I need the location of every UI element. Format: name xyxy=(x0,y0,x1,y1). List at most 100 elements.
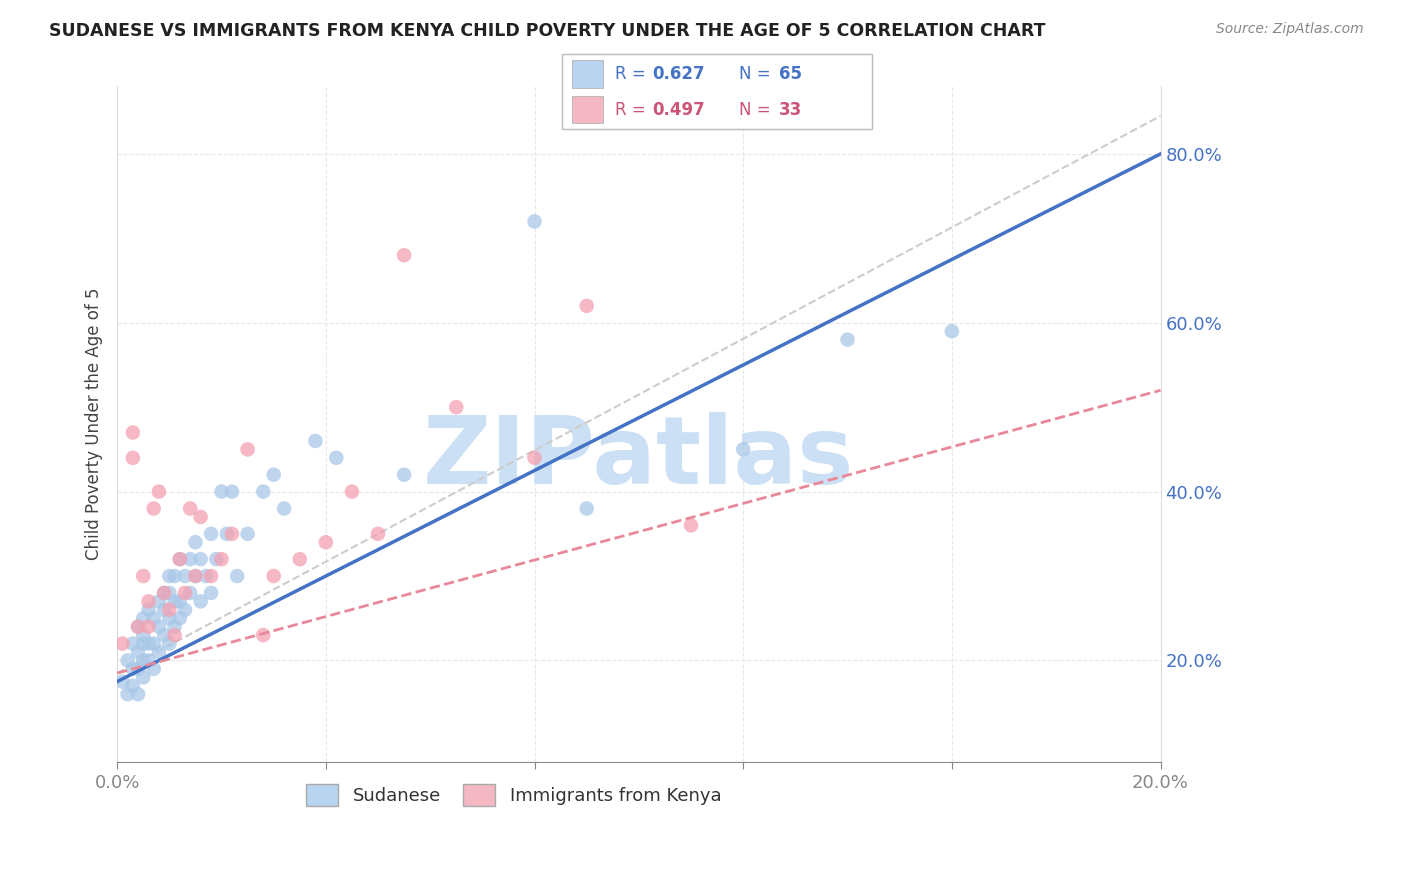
Point xyxy=(157,636,180,650)
Text: 0.627: 0.627 xyxy=(652,65,704,83)
Point xyxy=(132,636,155,650)
Point xyxy=(153,586,176,600)
FancyBboxPatch shape xyxy=(562,54,872,129)
Point xyxy=(157,586,180,600)
Y-axis label: Child Poverty Under the Age of 5: Child Poverty Under the Age of 5 xyxy=(86,288,103,560)
Point xyxy=(138,620,160,634)
Point xyxy=(200,526,222,541)
Point xyxy=(121,662,143,676)
Point xyxy=(163,628,186,642)
Point xyxy=(169,552,191,566)
Point xyxy=(117,653,139,667)
Point xyxy=(340,484,363,499)
Point xyxy=(184,535,207,549)
Point xyxy=(121,450,143,465)
Point xyxy=(138,636,160,650)
Point xyxy=(179,586,201,600)
Point xyxy=(148,594,170,608)
Point xyxy=(157,603,180,617)
Point xyxy=(138,653,160,667)
Point xyxy=(179,552,201,566)
Point xyxy=(148,484,170,499)
Point xyxy=(733,442,755,457)
Point xyxy=(837,333,859,347)
Point xyxy=(163,594,186,608)
Bar xyxy=(572,61,603,87)
Text: 65: 65 xyxy=(779,65,801,83)
Point xyxy=(200,569,222,583)
Point xyxy=(121,679,143,693)
Point xyxy=(132,653,155,667)
Point xyxy=(142,662,165,676)
Point xyxy=(184,569,207,583)
Point xyxy=(215,526,238,541)
Bar xyxy=(572,96,603,123)
Point xyxy=(174,603,197,617)
Point xyxy=(153,628,176,642)
Point xyxy=(121,636,143,650)
Point xyxy=(263,569,285,583)
Point xyxy=(121,425,143,440)
Point xyxy=(132,611,155,625)
Text: N =: N = xyxy=(738,65,776,83)
Point xyxy=(367,526,389,541)
Text: R =: R = xyxy=(614,65,651,83)
Point xyxy=(575,501,598,516)
Point xyxy=(117,687,139,701)
Point xyxy=(132,670,155,684)
Point xyxy=(304,434,326,448)
Point xyxy=(315,535,337,549)
Point xyxy=(138,603,160,617)
Point xyxy=(446,400,468,414)
Point xyxy=(392,248,415,262)
Point xyxy=(127,687,149,701)
Point xyxy=(523,450,546,465)
Point xyxy=(252,484,274,499)
Point xyxy=(221,526,243,541)
Point xyxy=(174,569,197,583)
Point xyxy=(205,552,228,566)
Point xyxy=(132,628,155,642)
Point xyxy=(142,501,165,516)
Point xyxy=(941,324,963,338)
Point xyxy=(148,645,170,659)
Point xyxy=(157,611,180,625)
Point xyxy=(153,586,176,600)
Point xyxy=(169,552,191,566)
Point xyxy=(263,467,285,482)
Point xyxy=(190,510,212,524)
Point xyxy=(190,594,212,608)
Point xyxy=(127,620,149,634)
Point xyxy=(127,662,149,676)
Point xyxy=(679,518,702,533)
Point xyxy=(184,569,207,583)
Point xyxy=(127,645,149,659)
Point xyxy=(111,636,134,650)
Point xyxy=(194,569,217,583)
Point xyxy=(211,484,233,499)
Text: N =: N = xyxy=(738,101,776,119)
Text: SUDANESE VS IMMIGRANTS FROM KENYA CHILD POVERTY UNDER THE AGE OF 5 CORRELATION C: SUDANESE VS IMMIGRANTS FROM KENYA CHILD … xyxy=(49,22,1046,40)
Point xyxy=(392,467,415,482)
Point xyxy=(169,611,191,625)
Point xyxy=(148,620,170,634)
Point xyxy=(221,484,243,499)
Text: Source: ZipAtlas.com: Source: ZipAtlas.com xyxy=(1216,22,1364,37)
Legend: Sudanese, Immigrants from Kenya: Sudanese, Immigrants from Kenya xyxy=(298,777,728,814)
Point xyxy=(226,569,249,583)
Point xyxy=(325,450,347,465)
Point xyxy=(575,299,598,313)
Point xyxy=(190,552,212,566)
Point xyxy=(236,526,259,541)
Point xyxy=(200,586,222,600)
Point xyxy=(169,594,191,608)
Point xyxy=(523,214,546,228)
Point xyxy=(153,603,176,617)
Point xyxy=(174,586,197,600)
Text: 33: 33 xyxy=(779,101,803,119)
Text: 0.497: 0.497 xyxy=(652,101,704,119)
Point xyxy=(288,552,311,566)
Point xyxy=(236,442,259,457)
Point xyxy=(127,620,149,634)
Text: R =: R = xyxy=(614,101,651,119)
